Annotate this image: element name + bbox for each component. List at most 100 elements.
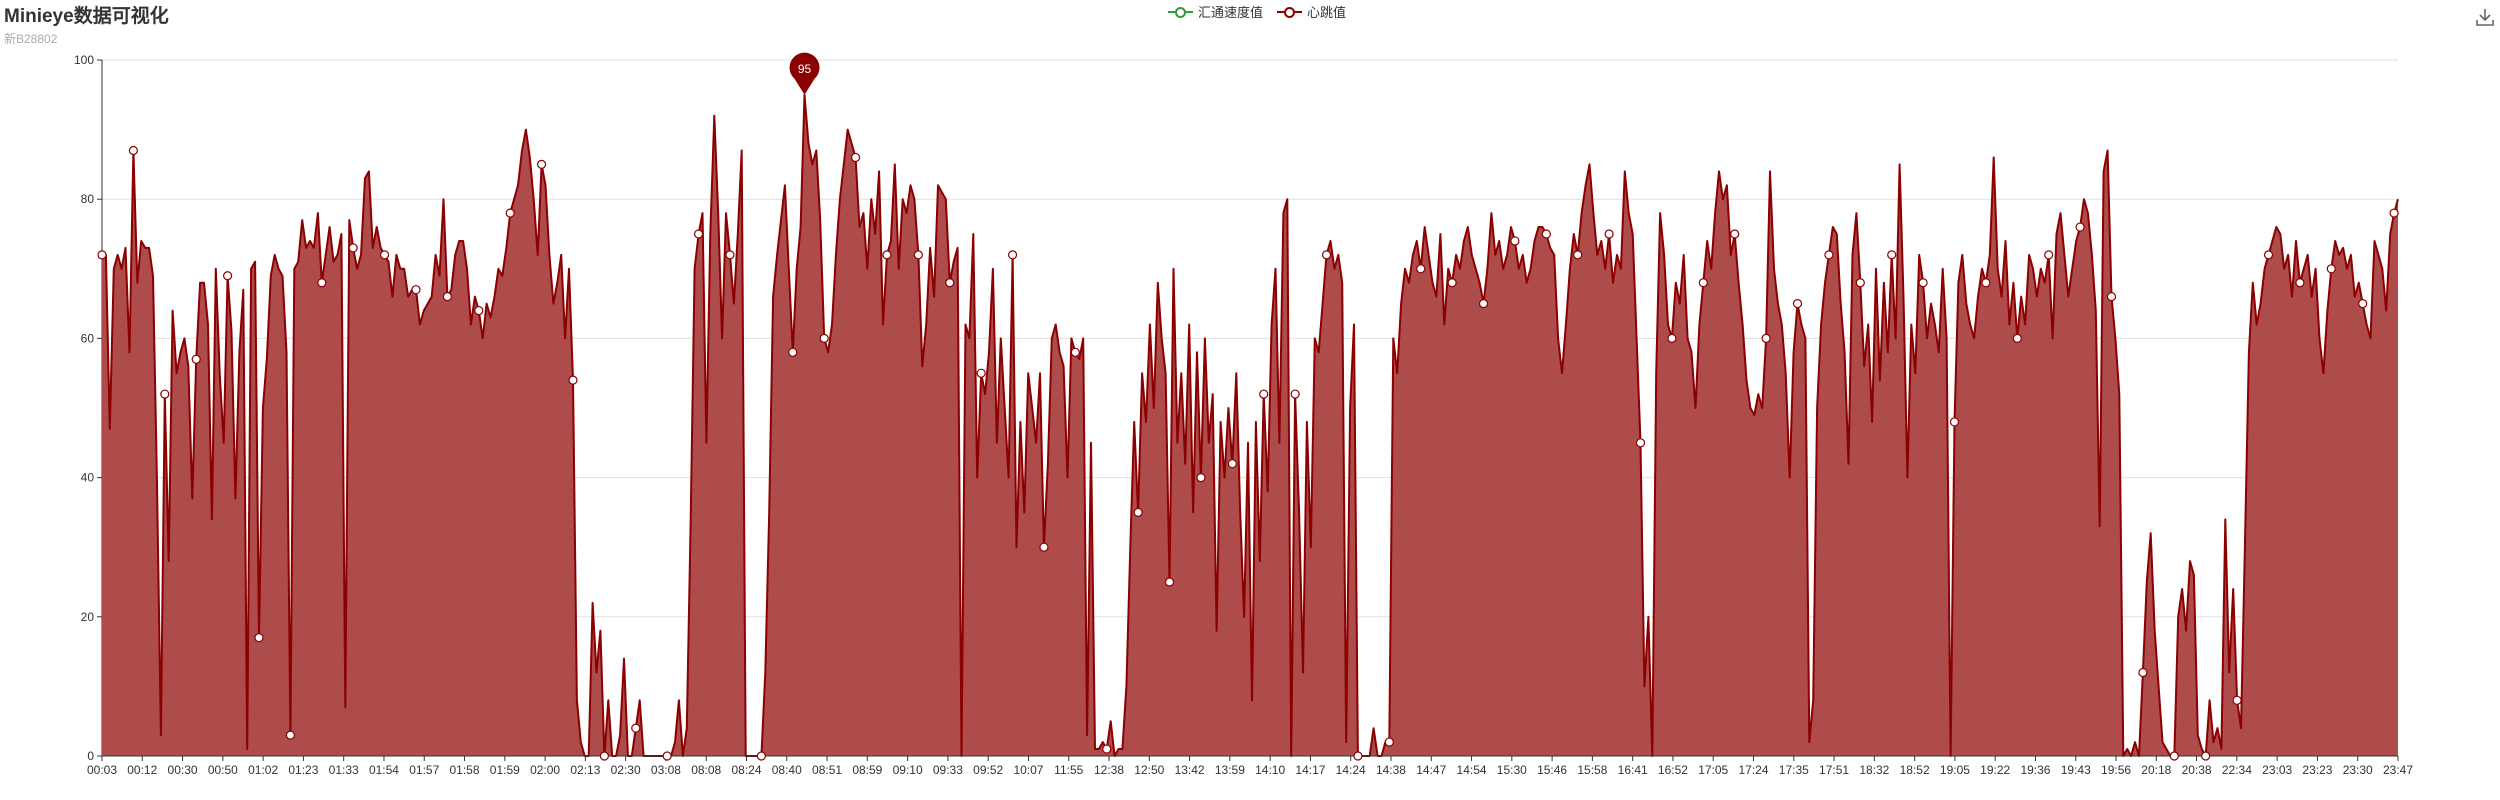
- data-point: [1510, 236, 1520, 246]
- x-tick-label: 09:52: [973, 763, 1003, 777]
- data-point: [1007, 250, 1018, 260]
- data-point: [505, 208, 515, 218]
- x-tick-label: 23:30: [2343, 763, 2373, 777]
- y-axis: 0 20 40 60 80 100: [74, 53, 103, 763]
- data-point: [1667, 333, 1677, 343]
- x-tick-label: 19:36: [2020, 763, 2050, 777]
- data-point: [788, 347, 798, 357]
- y-tick-label: 0: [87, 749, 94, 763]
- data-point: [2232, 695, 2242, 705]
- data-point: [2201, 751, 2211, 761]
- legend-item-heartbeat[interactable]: 心跳值: [1277, 2, 1346, 21]
- legend-label-heartbeat: 心跳值: [1307, 5, 1347, 20]
- data-point: [2263, 250, 2274, 260]
- series-line-heartbeat: [102, 93, 2399, 757]
- legend-item-speed[interactable]: 汇通速度值: [1168, 2, 1263, 21]
- x-tick-label: 16:52: [1658, 763, 1688, 777]
- x-tick-label: 01:54: [369, 763, 399, 777]
- y-tick-label: 20: [81, 610, 95, 624]
- data-point: [2169, 751, 2179, 761]
- data-point: [2358, 299, 2368, 309]
- data-point: [1541, 229, 1551, 239]
- x-tick-label: 00:12: [127, 763, 157, 777]
- data-point: [1573, 250, 1583, 260]
- x-tick-label: 23:23: [2302, 763, 2332, 777]
- data-point: [348, 243, 358, 253]
- data-point: [850, 152, 861, 163]
- data-point: [945, 278, 955, 288]
- data-point: [1635, 438, 1646, 448]
- x-tick-label: 00:30: [168, 763, 198, 777]
- x-tick-label: 14:47: [1416, 763, 1446, 777]
- data-point: [1792, 299, 1803, 309]
- series-area-heartbeat: [102, 94, 2398, 757]
- legend: 汇通速度值 心跳值: [1168, 2, 1346, 21]
- data-point: [1164, 577, 1175, 587]
- legend-swatch-speed: [1168, 5, 1193, 19]
- x-tick-label: 08:08: [691, 763, 721, 777]
- data-point: [913, 250, 923, 260]
- data-point: [1604, 229, 1614, 239]
- data-point: [1981, 278, 1991, 288]
- x-tick-label: 20:38: [2182, 763, 2212, 777]
- chart-subtitle: 新B28802: [4, 32, 58, 46]
- data-point: [1855, 278, 1865, 288]
- x-tick-label: 11:55: [1054, 763, 1083, 777]
- x-tick-label: 02:30: [611, 763, 641, 777]
- x-tick-label: 02:00: [530, 763, 560, 777]
- data-point: [631, 723, 641, 733]
- data-point: [2138, 667, 2148, 678]
- data-point: [222, 271, 233, 281]
- x-tick-label: 17:05: [1698, 763, 1728, 777]
- data-point: [1227, 459, 1237, 469]
- data-point: [97, 250, 107, 260]
- data-point: [317, 278, 327, 288]
- x-tick-label: 01:23: [288, 763, 318, 777]
- data-point: [1698, 278, 1708, 288]
- data-point: [285, 730, 295, 740]
- x-tick-label: 19:56: [2101, 763, 2131, 777]
- x-tick-label: 01:02: [248, 763, 278, 777]
- max-pin-shape: [789, 52, 820, 95]
- x-tick-label: 12:50: [1134, 763, 1164, 777]
- data-point: [1824, 250, 1834, 260]
- x-tick-label: 02:13: [570, 763, 600, 777]
- data-point: [693, 229, 704, 239]
- x-tick-label: 08:40: [772, 763, 802, 777]
- x-tick-label: 15:30: [1497, 763, 1527, 777]
- data-point: [379, 250, 390, 260]
- max-value-pin: 95: [789, 52, 820, 95]
- y-tick-label: 100: [74, 53, 94, 67]
- x-tick-label: 12:38: [1094, 763, 1124, 777]
- x-tick-label: 13:59: [1215, 763, 1245, 777]
- data-point: [2044, 250, 2054, 260]
- x-tick-label: 23:03: [2262, 763, 2292, 777]
- x-tick-label: 14:54: [1457, 763, 1487, 777]
- data-point: [1102, 744, 1112, 754]
- series-heartbeat: [102, 93, 2399, 757]
- x-tick-label: 08:59: [852, 763, 882, 777]
- x-tick-label: 17:24: [1738, 763, 1768, 777]
- x-tick-label: 17:51: [1819, 763, 1849, 777]
- data-point: [819, 333, 829, 343]
- x-tick-label: 10:07: [1013, 763, 1043, 777]
- data-point: [976, 368, 986, 378]
- x-tick-label: 14:17: [1295, 763, 1325, 777]
- data-point: [1949, 417, 1960, 427]
- data-point: [1039, 542, 1049, 552]
- data-point: [756, 751, 766, 761]
- data-point: [160, 389, 170, 399]
- x-tick-label: 09:10: [893, 763, 923, 777]
- data-point: [1887, 250, 1897, 260]
- x-tick-label: 03:08: [651, 763, 681, 777]
- x-tick-label: 09:33: [933, 763, 963, 777]
- data-point: [1353, 751, 1363, 761]
- data-point: [1070, 347, 1080, 357]
- x-tick-label: 22:34: [2222, 763, 2252, 777]
- download-icon[interactable]: [2474, 6, 2496, 28]
- data-point: [599, 751, 609, 761]
- x-tick-label: 13:42: [1175, 763, 1205, 777]
- data-point: [191, 354, 201, 364]
- data-point: [2295, 278, 2305, 288]
